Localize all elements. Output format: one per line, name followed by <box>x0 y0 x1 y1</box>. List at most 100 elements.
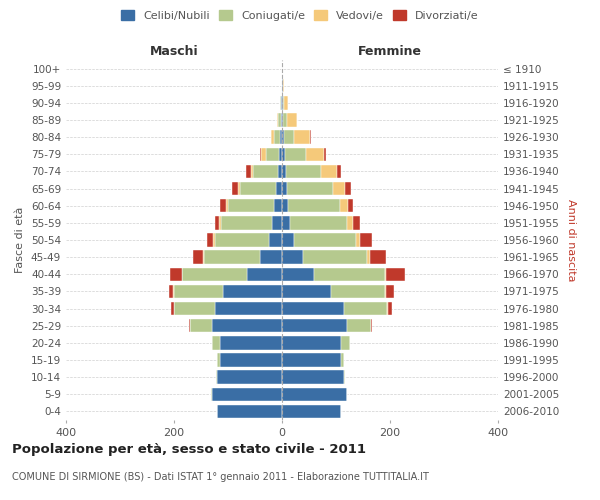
Bar <box>282 388 347 401</box>
Bar <box>283 79 284 92</box>
Bar <box>286 164 322 178</box>
Bar <box>247 268 282 281</box>
Bar <box>212 388 282 401</box>
Bar <box>280 96 281 110</box>
Bar <box>347 216 353 230</box>
Bar <box>220 336 282 349</box>
Bar <box>274 199 282 212</box>
Bar <box>282 404 341 418</box>
Y-axis label: Anni di nascita: Anni di nascita <box>566 198 576 281</box>
Bar <box>214 234 215 246</box>
Bar <box>388 302 392 316</box>
Bar <box>260 148 262 161</box>
Bar <box>278 164 282 178</box>
Bar <box>215 302 282 316</box>
Y-axis label: Fasce di età: Fasce di età <box>16 207 25 273</box>
Text: COMUNE DI SIRMIONE (BS) - Dati ISTAT 1° gennaio 2011 - Elaborazione TUTTITALIA.I: COMUNE DI SIRMIONE (BS) - Dati ISTAT 1° … <box>12 472 429 482</box>
Bar <box>289 199 340 212</box>
Bar <box>189 319 190 332</box>
Bar <box>282 114 283 126</box>
Bar <box>272 216 282 230</box>
Bar <box>322 164 337 178</box>
Bar <box>212 336 220 349</box>
Bar <box>282 268 314 281</box>
Bar <box>385 284 386 298</box>
Bar <box>251 164 253 178</box>
Bar <box>344 302 388 316</box>
Bar <box>295 130 310 144</box>
Bar <box>169 284 173 298</box>
Bar <box>217 370 282 384</box>
Bar <box>217 354 220 366</box>
Bar <box>247 164 251 178</box>
Bar <box>307 148 323 161</box>
Bar <box>212 319 282 332</box>
Bar <box>386 284 394 298</box>
Text: Maschi: Maschi <box>149 46 199 59</box>
Text: Femmine: Femmine <box>358 46 422 59</box>
Bar <box>170 268 182 281</box>
Bar <box>215 234 269 246</box>
Bar <box>386 268 405 281</box>
Bar <box>253 164 278 178</box>
Bar <box>294 234 356 246</box>
Bar <box>221 216 272 230</box>
Bar <box>284 130 295 144</box>
Bar <box>282 319 347 332</box>
Bar <box>262 148 266 161</box>
Bar <box>282 130 284 144</box>
Bar <box>269 234 282 246</box>
Bar <box>341 354 344 366</box>
Bar <box>287 182 334 196</box>
Bar <box>285 148 307 161</box>
Bar <box>340 199 348 212</box>
Bar <box>360 234 372 246</box>
Bar <box>193 250 203 264</box>
Bar <box>282 284 331 298</box>
Bar <box>282 302 344 316</box>
Legend: Celibi/Nubili, Coniugati/e, Vedovi/e, Divorziati/e: Celibi/Nubili, Coniugati/e, Vedovi/e, Di… <box>118 6 482 24</box>
Bar <box>314 268 385 281</box>
Bar <box>238 182 241 196</box>
Bar <box>337 164 341 178</box>
Bar <box>290 216 347 230</box>
Bar <box>347 319 371 332</box>
Bar <box>371 319 372 332</box>
Bar <box>220 354 282 366</box>
Bar <box>345 182 350 196</box>
Bar <box>274 130 280 144</box>
Bar <box>367 250 370 264</box>
Bar <box>282 234 294 246</box>
Bar <box>174 302 215 316</box>
Bar <box>215 216 220 230</box>
Bar <box>266 148 280 161</box>
Bar <box>281 114 282 126</box>
Bar <box>226 199 228 212</box>
Bar <box>302 250 367 264</box>
Bar <box>216 370 217 384</box>
Bar <box>220 216 221 230</box>
Bar <box>287 114 297 126</box>
Bar <box>275 182 282 196</box>
Bar <box>207 234 214 246</box>
Bar <box>203 250 204 264</box>
Bar <box>232 182 238 196</box>
Bar <box>282 216 290 230</box>
Bar <box>283 96 284 110</box>
Bar <box>282 164 286 178</box>
Bar <box>223 284 282 298</box>
Bar <box>271 130 274 144</box>
Bar <box>204 250 260 264</box>
Bar <box>282 148 285 161</box>
Bar <box>174 284 223 298</box>
Bar <box>341 336 349 349</box>
Bar <box>190 319 212 332</box>
Bar <box>282 182 287 196</box>
Bar <box>220 199 226 212</box>
Bar <box>283 114 287 126</box>
Bar <box>282 370 344 384</box>
Bar <box>356 234 360 246</box>
Bar <box>172 302 174 316</box>
Bar <box>282 336 341 349</box>
Bar <box>280 130 282 144</box>
